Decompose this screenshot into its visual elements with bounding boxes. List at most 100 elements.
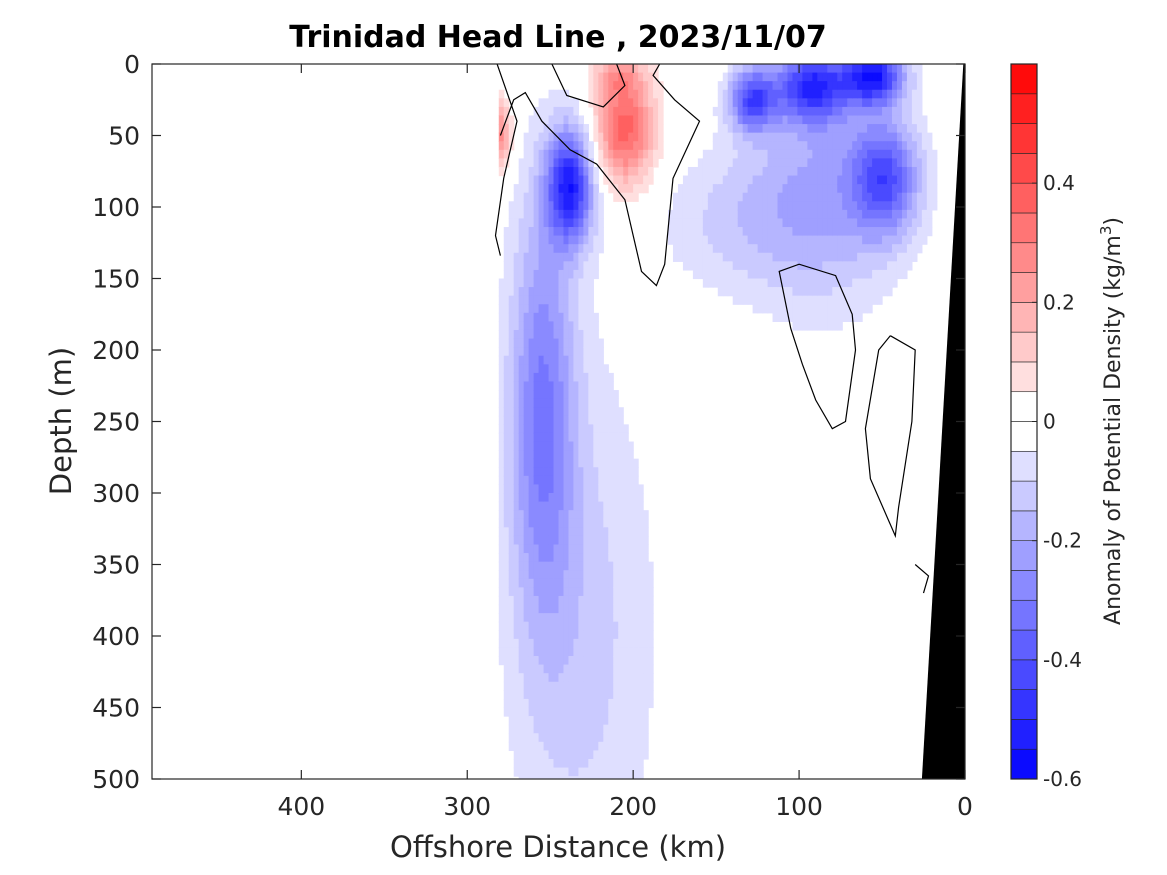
density-cell xyxy=(628,741,634,751)
density-cell xyxy=(767,166,774,177)
density-cell xyxy=(603,432,609,443)
density-cell xyxy=(717,227,724,237)
density-cell xyxy=(583,698,589,709)
density-cell xyxy=(538,578,545,588)
colorbar-label-close: ) xyxy=(1101,217,1126,226)
density-cell xyxy=(558,467,565,477)
density-cell xyxy=(911,218,918,228)
density-cell xyxy=(762,227,769,237)
density-cell xyxy=(498,475,505,486)
density-cell xyxy=(847,312,853,322)
density-cell xyxy=(538,218,545,228)
density-cell xyxy=(618,604,624,614)
density-cell xyxy=(598,527,604,537)
density-cell xyxy=(752,124,759,134)
density-cell xyxy=(543,570,550,580)
density-cell xyxy=(807,64,813,74)
density-cell xyxy=(882,132,888,142)
density-cell xyxy=(543,441,550,451)
density-cell xyxy=(543,244,550,254)
density-cell xyxy=(892,184,898,194)
density-cell xyxy=(588,321,594,331)
density-cell xyxy=(563,321,570,331)
density-cell xyxy=(901,269,908,280)
density-cell xyxy=(618,149,624,159)
density-cell xyxy=(921,132,928,142)
density-cell xyxy=(578,415,584,425)
density-cell xyxy=(513,638,520,649)
density-cell xyxy=(578,467,584,477)
density-cell xyxy=(807,141,813,151)
density-cell xyxy=(533,656,540,666)
density-cell xyxy=(832,166,838,177)
density-cell xyxy=(608,501,614,511)
density-cell xyxy=(628,141,634,151)
density-cell xyxy=(648,124,654,134)
density-cell xyxy=(747,209,754,220)
density-cell xyxy=(762,115,769,125)
density-cell xyxy=(792,81,799,91)
density-cell xyxy=(533,329,540,340)
density-cell xyxy=(692,209,699,220)
density-cell xyxy=(538,261,545,271)
density-cell xyxy=(648,89,654,99)
density-cell xyxy=(523,184,530,194)
density-cell xyxy=(543,724,550,734)
density-cell xyxy=(563,501,570,511)
density-cell xyxy=(533,166,540,177)
density-cell xyxy=(558,595,565,606)
density-cell xyxy=(498,158,505,168)
density-cell xyxy=(603,656,609,666)
density-cell xyxy=(548,638,555,649)
density-cell xyxy=(543,450,550,460)
density-cell xyxy=(523,227,530,237)
density-cell xyxy=(538,381,545,391)
density-cell xyxy=(638,510,644,520)
density-cell xyxy=(727,149,734,159)
density-cell xyxy=(837,261,843,271)
density-cell xyxy=(722,209,729,220)
density-cell xyxy=(747,218,754,228)
density-cell xyxy=(697,201,704,211)
density-cell xyxy=(887,141,893,151)
density-cell xyxy=(633,484,639,494)
density-cell xyxy=(538,681,545,691)
density-cell xyxy=(573,381,580,391)
density-cell xyxy=(513,209,520,220)
colorbar-level xyxy=(1010,212,1038,244)
density-cell xyxy=(802,158,808,168)
density-cell xyxy=(508,724,515,734)
density-cell xyxy=(712,227,719,237)
density-cell xyxy=(533,347,540,357)
density-cell xyxy=(887,252,893,262)
density-cell xyxy=(558,201,565,211)
density-cell xyxy=(553,355,560,365)
density-cell xyxy=(563,432,570,443)
density-cell xyxy=(588,235,594,245)
density-cell xyxy=(747,175,754,185)
density-cell xyxy=(837,98,843,108)
density-cell xyxy=(568,124,575,134)
density-cell xyxy=(643,741,649,751)
density-cell xyxy=(598,209,604,220)
density-cell xyxy=(613,716,619,726)
density-cell xyxy=(772,175,779,185)
density-cell xyxy=(852,106,858,117)
density-cell xyxy=(528,553,535,563)
density-cell xyxy=(568,638,575,649)
density-cell xyxy=(643,681,649,691)
density-cell xyxy=(563,561,570,571)
density-cell xyxy=(757,72,764,82)
density-cell xyxy=(702,269,709,280)
density-cell xyxy=(543,218,550,228)
density-cell xyxy=(558,407,565,417)
density-cell xyxy=(588,347,594,357)
density-cell xyxy=(523,218,530,228)
density-cell xyxy=(543,758,550,769)
density-cell xyxy=(578,287,584,297)
colorbar-level xyxy=(1010,421,1038,452)
density-cell xyxy=(533,561,540,571)
density-cell xyxy=(598,407,604,417)
density-cell xyxy=(896,81,903,91)
density-cell xyxy=(707,252,714,262)
